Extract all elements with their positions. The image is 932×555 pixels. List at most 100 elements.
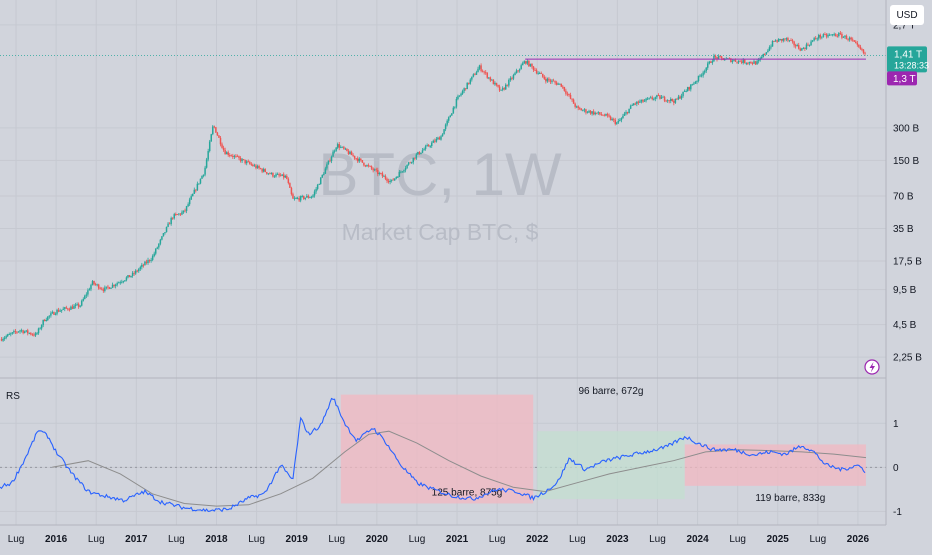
candle-body (697, 75, 700, 81)
time-tick-label: Lug (88, 534, 105, 545)
candle (440, 135, 442, 141)
candle-body (602, 114, 604, 116)
candle (774, 39, 777, 42)
candle-body (108, 287, 111, 289)
candle-body (555, 82, 558, 85)
candle (468, 82, 470, 85)
candle-body (335, 147, 337, 151)
candle-body (249, 161, 251, 164)
candle-body (45, 319, 48, 322)
candle (481, 69, 484, 73)
candle (648, 97, 650, 100)
candle (452, 106, 455, 114)
time-tick-label: 2023 (606, 534, 629, 545)
candle-body (239, 158, 242, 162)
candle-body (686, 87, 689, 92)
candle-body (94, 284, 97, 285)
currency-button[interactable]: USD (890, 5, 924, 25)
candle-body (54, 313, 57, 315)
candle (737, 60, 740, 65)
candle (36, 332, 38, 336)
candle-body (648, 97, 650, 99)
date-range-box (537, 431, 685, 500)
candle-body (616, 122, 618, 124)
candle (558, 83, 561, 85)
candle (509, 76, 512, 82)
candle-body (228, 155, 231, 156)
candle (745, 62, 748, 66)
candle-body (848, 37, 851, 40)
candle (259, 167, 262, 170)
candle-body (77, 304, 80, 307)
candle-body (36, 333, 38, 335)
candle (45, 317, 48, 322)
candle-body (827, 35, 829, 37)
candle-body (484, 72, 487, 74)
candle (599, 112, 601, 116)
candle-body (617, 120, 620, 123)
candle-body (202, 174, 205, 176)
candle-body (494, 82, 496, 85)
candle-body (367, 165, 370, 166)
candle-body (842, 36, 845, 38)
candle-body (276, 174, 279, 175)
candle (178, 213, 180, 216)
candle-body (208, 141, 211, 152)
candle-body (210, 134, 212, 142)
candle (606, 112, 609, 118)
candle (847, 38, 849, 42)
candle-body (287, 178, 290, 184)
candle-body (28, 332, 31, 334)
candle (307, 194, 310, 199)
candle (84, 294, 86, 300)
candle-body (375, 169, 377, 171)
candle-body (76, 304, 78, 305)
candle-body (642, 99, 644, 102)
candle (525, 60, 527, 65)
candle-body (696, 80, 698, 82)
candle (249, 160, 251, 165)
candle (669, 97, 672, 104)
candle (116, 281, 118, 287)
candle (822, 33, 825, 38)
candle (660, 95, 663, 99)
candle-body (717, 56, 720, 60)
candle (859, 44, 862, 50)
candle-body (204, 167, 206, 175)
candle (134, 269, 137, 275)
candle (108, 286, 111, 290)
candle (381, 171, 384, 178)
candle-body (176, 214, 179, 215)
candle (238, 155, 240, 161)
candle-body (74, 304, 77, 306)
candle (447, 116, 450, 123)
lightning-icon[interactable] (864, 359, 880, 375)
candle-body (343, 146, 345, 149)
candle-body (636, 101, 638, 104)
candle-body (730, 58, 732, 63)
candle-body (319, 177, 322, 185)
candle (336, 142, 339, 150)
candle-body (71, 306, 74, 309)
candle-body (580, 108, 583, 111)
candle (130, 275, 132, 278)
time-tick-label: 2020 (366, 534, 389, 545)
candle-body (117, 282, 120, 284)
candle (582, 109, 584, 112)
candle (776, 39, 778, 44)
candle-body (560, 83, 563, 87)
candle (343, 145, 345, 150)
candle-body (329, 160, 331, 162)
candle (292, 192, 294, 199)
candle-body (535, 70, 538, 74)
candle (430, 141, 433, 148)
candle (369, 165, 371, 167)
candle (657, 93, 660, 97)
candle (90, 283, 92, 292)
candle-body (188, 199, 191, 205)
candle (563, 86, 566, 92)
candle-body (253, 165, 256, 167)
candle-body (693, 83, 695, 85)
